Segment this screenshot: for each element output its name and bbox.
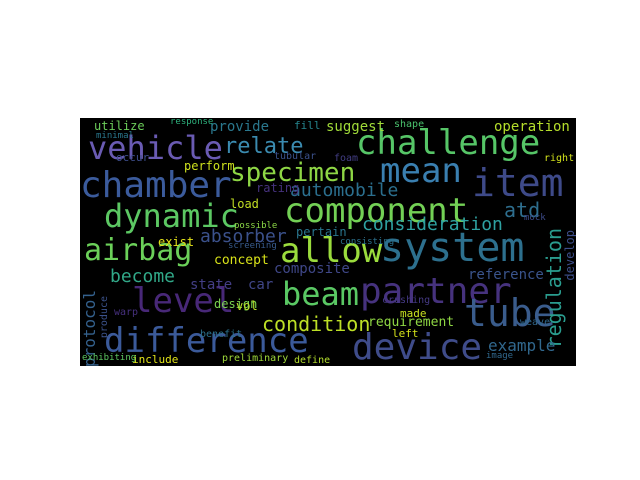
word: produce	[99, 296, 110, 339]
word: image	[486, 351, 514, 361]
word: requirement	[368, 315, 455, 330]
word: device	[352, 327, 483, 366]
word: perform	[184, 159, 235, 173]
word: example	[488, 336, 556, 355]
word: concept	[214, 253, 269, 268]
word: develop	[563, 230, 576, 281]
word: preliminary	[222, 353, 289, 364]
word: load	[230, 197, 259, 211]
word: design	[214, 297, 258, 311]
word: pertain	[296, 225, 347, 239]
word: occur	[116, 151, 150, 164]
word: beam	[282, 275, 360, 313]
word: weave	[520, 317, 551, 328]
word: difference	[104, 321, 309, 361]
word: minimal	[96, 131, 134, 141]
word: utilize	[94, 119, 145, 133]
word: challenge	[356, 123, 541, 163]
word: system	[380, 225, 525, 271]
word: tube	[464, 291, 556, 335]
word: mock	[524, 213, 546, 223]
word: vol	[236, 299, 258, 313]
word: left	[392, 327, 419, 340]
word: warp	[114, 307, 139, 318]
word: atd	[504, 198, 541, 222]
word: car	[248, 277, 274, 293]
word: include	[132, 353, 179, 366]
word: operation	[494, 119, 570, 135]
word: automobile	[290, 180, 399, 201]
word: dynamic	[104, 197, 239, 235]
word: chamber	[80, 165, 232, 206]
word: right	[544, 153, 575, 164]
word: response	[170, 118, 214, 127]
word: relate	[224, 134, 304, 159]
word: shape	[394, 119, 425, 130]
word: define	[294, 355, 331, 366]
word: foam	[334, 153, 359, 164]
word: vehicle	[88, 129, 223, 167]
word: component	[284, 191, 469, 231]
word: condition	[262, 312, 371, 336]
word: partner	[360, 271, 512, 312]
word: airbag	[84, 233, 193, 268]
word: become	[110, 266, 176, 287]
word: rating	[256, 181, 300, 195]
word: suggest	[326, 119, 386, 135]
word: tubular	[274, 151, 317, 162]
word: specimen	[230, 158, 356, 188]
word: exhibiting	[82, 353, 137, 363]
word-cloud: vehicle relate challenge mean item chamb…	[80, 118, 576, 366]
word: absorber	[200, 226, 287, 247]
word: provide	[210, 119, 270, 135]
word: allow	[280, 231, 383, 271]
word: item	[472, 161, 564, 205]
word: screening	[228, 241, 277, 251]
word: crushing	[382, 295, 431, 306]
word: possible	[234, 221, 278, 231]
word: regulation	[542, 228, 566, 349]
word: benefit	[200, 329, 243, 340]
word: level	[132, 281, 235, 321]
word: fill	[294, 119, 321, 132]
word: mean	[380, 151, 462, 191]
word: exist	[158, 235, 195, 249]
word: consisting	[340, 237, 395, 247]
word: reference	[468, 267, 544, 283]
word: consideration	[362, 214, 503, 235]
word: made	[400, 307, 427, 320]
word: composite	[274, 261, 350, 277]
word: state	[190, 277, 233, 293]
